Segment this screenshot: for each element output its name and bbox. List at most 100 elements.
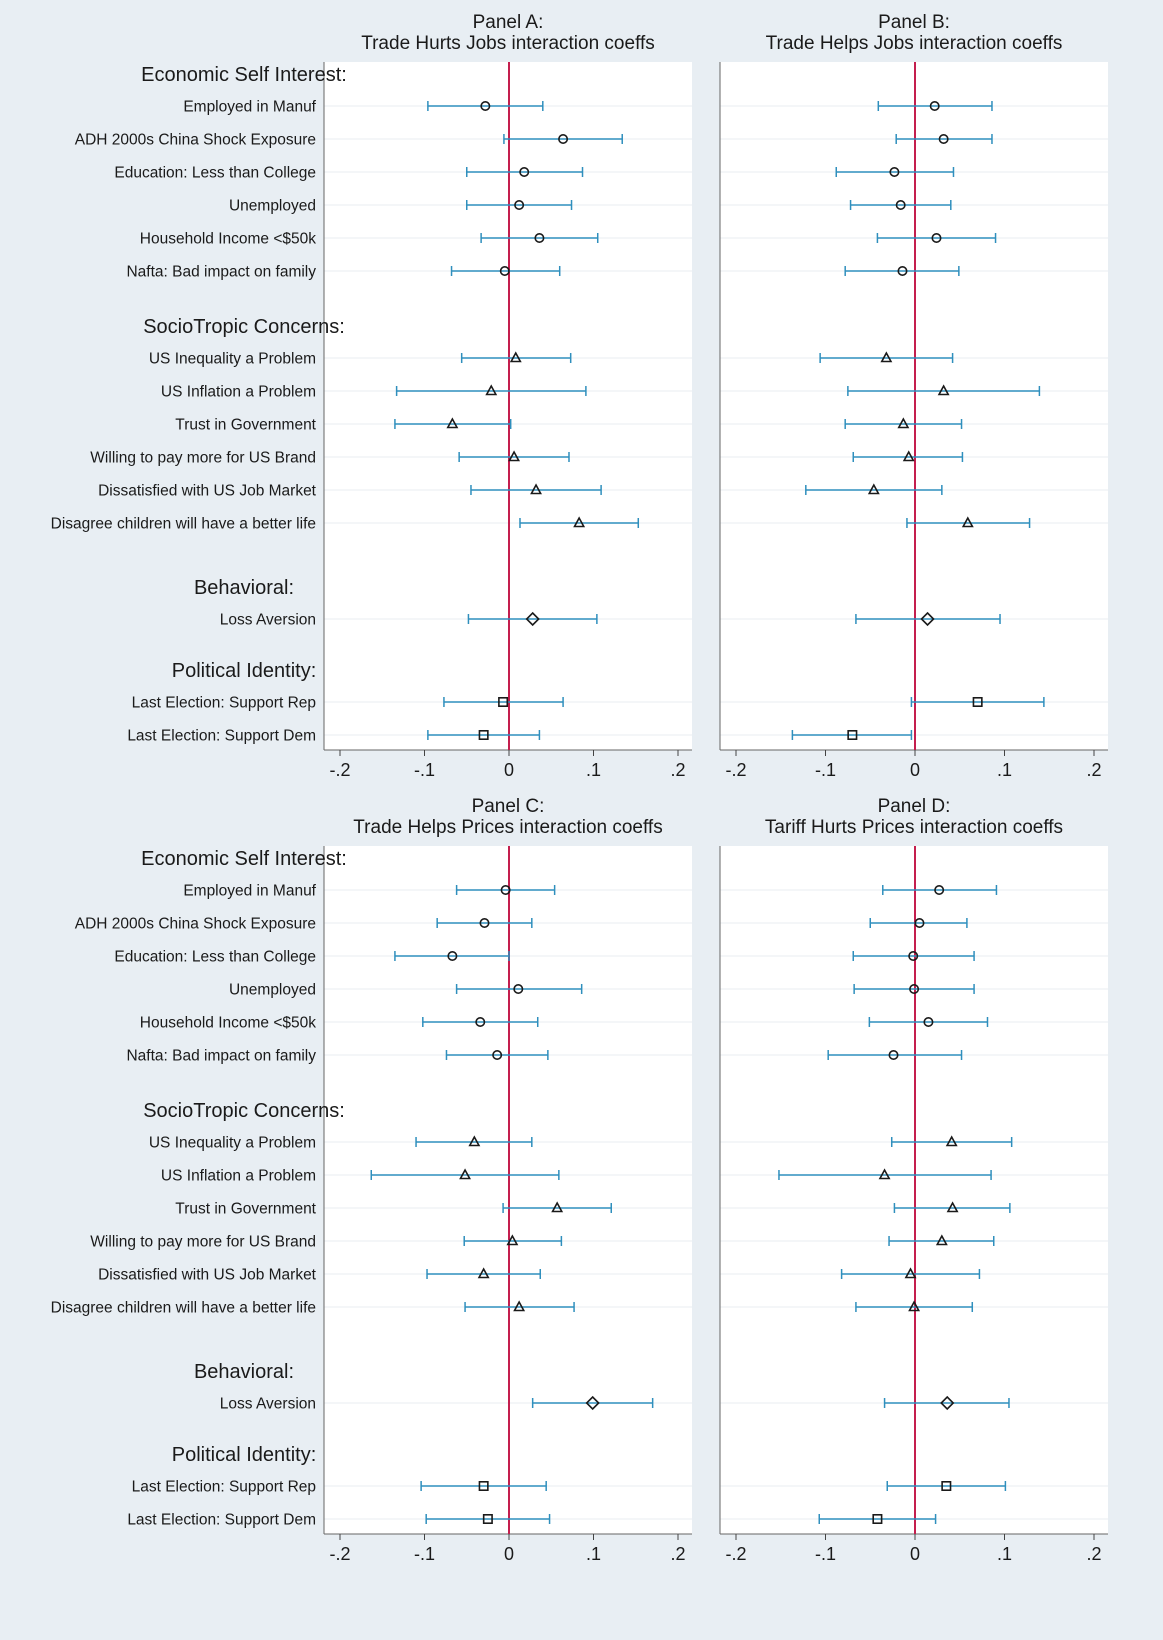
point-loss-aversion [920,611,935,627]
x-tick-label: -.1 [815,760,836,780]
group-header-behavioral: Behavioral: [194,1361,294,1383]
row-label-trust-in-government: Trust in Government [175,1201,316,1218]
point-last-election-support-rep [972,696,983,707]
panel-title-line1: Panel B: [878,12,950,33]
x-tick-label: 0 [910,760,920,780]
point-adh-2000s-china-shock-exposure [938,134,949,145]
point-loss-aversion [585,1395,600,1411]
row-label-education-less-than-college: Education: Less than College [114,165,316,182]
row-label-loss-aversion: Loss Aversion [220,612,316,629]
row-label-loss-aversion: Loss Aversion [220,1396,316,1413]
point-last-election-support-dem [847,729,858,740]
x-tick-label: .1 [586,1544,601,1564]
point-us-inequality-a-problem [880,351,893,363]
point-adh-2000s-china-shock-exposure [479,917,490,928]
point-dissatisfied-with-us-job-market [867,483,880,495]
row-label-nafta-bad-impact-on-family: Nafta: Bad impact on family [126,1048,316,1065]
point-household-income-50k [923,1016,934,1027]
point-dissatisfied-with-us-job-market [477,1267,490,1279]
group-header-political-identity: Political Identity: [172,660,317,682]
point-nafta-bad-impact-on-family [492,1050,503,1061]
point-unemployed [895,200,906,211]
point-nafta-bad-impact-on-family [888,1050,899,1061]
point-willing-to-pay-more-for-us-brand [508,450,521,462]
point-disagree-children-will-have-a-better-life [961,516,974,528]
point-education-less-than-college [447,950,458,961]
point-trust-in-government [897,417,910,429]
point-employed-in-manuf [500,884,511,895]
row-label-unemployed: Unemployed [229,198,316,215]
point-willing-to-pay-more-for-us-brand [902,450,915,462]
point-us-inflation-a-problem [878,1168,891,1180]
row-label-disagree-children-will-have-a-better-life: Disagree children will have a better lif… [51,516,316,533]
panel-title-line2: Tariff Hurts Prices interaction coeffs [765,817,1063,838]
group-header-behavioral: Behavioral: [194,577,294,599]
row-label-trust-in-government: Trust in Government [175,417,316,434]
row-label-dissatisfied-with-us-job-market: Dissatisfied with US Job Market [98,1267,317,1284]
group-header-economic-self-interest: Economic Self Interest: [141,64,347,86]
point-us-inequality-a-problem [509,351,522,363]
x-tick-label: -.2 [329,1544,350,1564]
x-tick-label: -.2 [725,760,746,780]
x-tick-label: .1 [997,1544,1012,1564]
point-disagree-children-will-have-a-better-life [908,1300,921,1312]
x-tick-label: -.1 [815,1544,836,1564]
panel-title-line2: Trade Helps Prices interaction coeffs [353,817,662,838]
point-last-election-support-dem [482,1514,493,1525]
x-tick-label: -.1 [414,760,435,780]
point-household-income-50k [534,233,545,244]
point-loss-aversion [940,1395,955,1411]
row-label-household-income-50k: Household Income <$50k [140,231,316,248]
row-label-adh-2000s-china-shock-exposure: ADH 2000s China Shock Exposure [75,916,316,933]
row-label-last-election-support-rep: Last Election: Support Rep [132,1479,316,1496]
x-tick-label: -.2 [725,1544,746,1564]
point-us-inflation-a-problem [937,384,950,396]
point-last-election-support-rep [478,1481,489,1492]
point-adh-2000s-china-shock-exposure [914,917,925,928]
group-header-economic-self-interest: Economic Self Interest: [141,848,347,870]
point-education-less-than-college [519,167,530,178]
point-unemployed [513,983,524,994]
point-last-election-support-dem [478,729,489,740]
group-header-political-identity: Political Identity: [172,1444,317,1466]
x-tick-label: -.1 [414,1544,435,1564]
point-dissatisfied-with-us-job-market [530,483,542,495]
x-tick-label: .2 [1086,1544,1101,1564]
point-unemployed [909,983,920,994]
point-employed-in-manuf [934,884,945,895]
point-nafta-bad-impact-on-family [499,265,510,276]
point-willing-to-pay-more-for-us-brand [935,1234,948,1246]
row-label-disagree-children-will-have-a-better-life: Disagree children will have a better lif… [51,1300,316,1317]
panel-title-line1: Panel D: [878,796,951,817]
panel-d: Panel D:Tariff Hurts Prices interaction … [719,796,1108,1564]
row-label-last-election-support-rep: Last Election: Support Rep [132,695,316,712]
row-label-willing-to-pay-more-for-us-brand: Willing to pay more for US Brand [90,450,316,467]
point-employed-in-manuf [480,101,491,112]
group-header-sociotropic-concerns: SocioTropic Concerns: [143,1100,345,1122]
panel-b: Panel B:Trade Helps Jobs interaction coe… [719,12,1108,780]
point-dissatisfied-with-us-job-market [904,1267,917,1279]
point-willing-to-pay-more-for-us-brand [506,1234,519,1246]
row-label-last-election-support-dem: Last Election: Support Dem [127,728,316,745]
row-label-willing-to-pay-more-for-us-brand: Willing to pay more for US Brand [90,1234,316,1251]
group-header-sociotropic-concerns: SocioTropic Concerns: [143,316,345,338]
x-tick-label: .2 [1086,760,1101,780]
row-label-adh-2000s-china-shock-exposure: ADH 2000s China Shock Exposure [75,132,316,149]
row-label-employed-in-manuf: Employed in Manuf [183,99,316,116]
x-tick-label: -.2 [329,760,350,780]
point-adh-2000s-china-shock-exposure [558,134,569,145]
point-disagree-children-will-have-a-better-life [573,516,586,528]
point-loss-aversion [525,611,540,627]
point-trust-in-government [446,417,459,429]
point-education-less-than-college [908,950,919,961]
x-tick-label: .1 [997,760,1012,780]
row-labels-top: Economic Self Interest: Employed in Manuf… [51,64,347,745]
point-nafta-bad-impact-on-family [897,265,908,276]
point-education-less-than-college [889,167,900,178]
point-last-election-support-rep [498,696,509,707]
row-label-unemployed: Unemployed [229,982,316,999]
panel-title-line1: Panel A: [473,12,544,33]
row-label-nafta-bad-impact-on-family: Nafta: Bad impact on family [126,264,316,281]
point-household-income-50k [475,1016,486,1027]
